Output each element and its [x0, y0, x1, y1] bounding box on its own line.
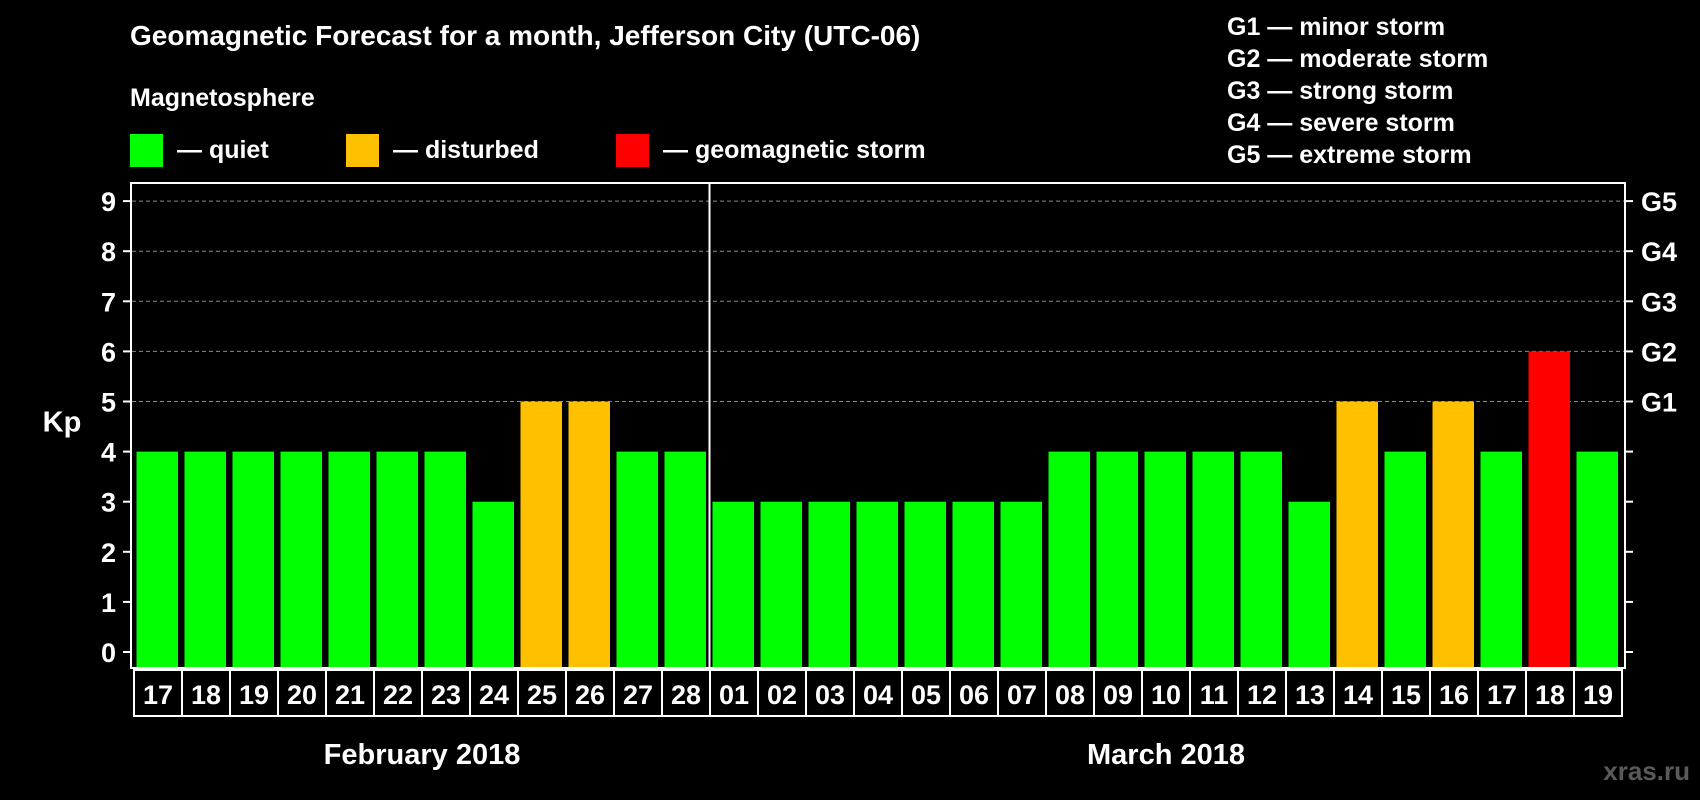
- bar-19: [1048, 451, 1090, 667]
- y-axis-label: Kp: [43, 407, 82, 439]
- bar-29: [1528, 351, 1570, 667]
- y-tick-label-7: 7: [101, 287, 116, 317]
- chart-title: Geomagnetic Forecast for a month, Jeffer…: [130, 20, 921, 51]
- bar-1: [184, 451, 226, 667]
- bar-13: [760, 501, 802, 667]
- bar-16: [904, 501, 946, 667]
- day-label-21: 10: [1151, 680, 1181, 710]
- bar-22: [1192, 451, 1234, 667]
- storm-scale-g3: G3 — strong storm: [1227, 77, 1454, 105]
- day-label-3: 20: [287, 680, 317, 710]
- day-label-20: 09: [1103, 680, 1133, 710]
- day-label-27: 16: [1439, 680, 1469, 710]
- y-tick-label-0: 0: [101, 638, 116, 668]
- day-label-10: 27: [623, 680, 653, 710]
- day-label-13: 02: [767, 680, 797, 710]
- legend-label-quiet: — quiet: [177, 136, 269, 164]
- legend-label-storm: — geomagnetic storm: [663, 136, 926, 164]
- legend-swatch-quiet: [130, 134, 163, 167]
- bar-5: [376, 451, 418, 667]
- y-tick-label-6: 6: [101, 337, 116, 367]
- day-label-12: 01: [719, 680, 749, 710]
- month-label-0: February 2018: [324, 739, 521, 771]
- day-label-29: 18: [1535, 680, 1565, 710]
- day-label-26: 15: [1391, 680, 1421, 710]
- y-tick-label-1: 1: [101, 588, 116, 618]
- bar-8: [520, 401, 562, 667]
- day-label-8: 25: [527, 680, 557, 710]
- bar-7: [472, 501, 514, 667]
- day-label-18: 07: [1007, 680, 1037, 710]
- bar-6: [424, 451, 466, 667]
- day-label-16: 05: [911, 680, 941, 710]
- y-tick-label-9: 9: [101, 187, 116, 217]
- day-label-25: 14: [1343, 680, 1373, 710]
- bar-3: [280, 451, 322, 667]
- bar-26: [1384, 451, 1426, 667]
- day-row-frame: [133, 669, 1623, 717]
- bar-24: [1288, 501, 1330, 667]
- day-label-17: 06: [959, 680, 989, 710]
- bar-10: [616, 451, 658, 667]
- bar-2: [232, 451, 274, 667]
- day-label-15: 04: [863, 680, 893, 710]
- day-label-30: 19: [1583, 680, 1613, 710]
- bar-27: [1432, 401, 1474, 667]
- bar-0: [136, 451, 178, 667]
- month-label-1: March 2018: [1087, 739, 1245, 771]
- right-label-g1: G1: [1641, 388, 1677, 418]
- day-label-9: 26: [575, 680, 605, 710]
- right-label-g2: G2: [1641, 337, 1677, 367]
- legend-swatch-disturbed: [346, 134, 379, 167]
- storm-scale-g4: G4 — severe storm: [1227, 109, 1455, 137]
- bar-28: [1480, 451, 1522, 667]
- right-label-g5: G5: [1641, 187, 1677, 217]
- day-label-4: 21: [335, 680, 365, 710]
- bar-4: [328, 451, 370, 667]
- storm-scale-g1: G1 — minor storm: [1227, 13, 1446, 41]
- bar-25: [1336, 401, 1378, 667]
- plot-frame: [130, 182, 1626, 669]
- day-label-19: 08: [1055, 680, 1085, 710]
- bar-18: [1000, 501, 1042, 667]
- bar-9: [568, 401, 610, 667]
- bar-17: [952, 501, 994, 667]
- day-label-24: 13: [1295, 680, 1325, 710]
- right-label-g4: G4: [1641, 237, 1677, 267]
- legend-label-disturbed: — disturbed: [393, 136, 539, 164]
- bar-11: [664, 451, 706, 667]
- day-label-7: 24: [479, 680, 509, 710]
- bar-21: [1144, 451, 1186, 667]
- storm-scale-g2: G2 — moderate storm: [1227, 45, 1489, 73]
- day-label-2: 19: [239, 680, 269, 710]
- y-tick-label-5: 5: [101, 388, 116, 418]
- storm-scale-g5: G5 — extreme storm: [1227, 141, 1472, 169]
- bar-12: [712, 501, 754, 667]
- day-label-23: 12: [1247, 680, 1277, 710]
- y-tick-label-2: 2: [101, 538, 116, 568]
- y-tick-label-8: 8: [101, 237, 116, 267]
- right-label-g3: G3: [1641, 287, 1677, 317]
- bar-23: [1240, 451, 1282, 667]
- bar-14: [808, 501, 850, 667]
- legend-swatch-storm: [616, 134, 649, 167]
- day-label-14: 03: [815, 680, 845, 710]
- y-tick-label-4: 4: [101, 438, 116, 468]
- day-label-6: 23: [431, 680, 461, 710]
- bar-20: [1096, 451, 1138, 667]
- day-label-11: 28: [671, 680, 701, 710]
- day-label-22: 11: [1200, 680, 1229, 710]
- y-tick-label-3: 3: [101, 488, 116, 518]
- bar-15: [856, 501, 898, 667]
- day-label-1: 18: [191, 680, 221, 710]
- legend-heading: Magnetosphere: [130, 84, 315, 112]
- watermark: xras.ru: [1603, 756, 1690, 786]
- bar-30: [1576, 451, 1618, 667]
- day-label-28: 17: [1487, 680, 1517, 710]
- day-label-5: 22: [383, 680, 413, 710]
- day-label-0: 17: [143, 680, 173, 710]
